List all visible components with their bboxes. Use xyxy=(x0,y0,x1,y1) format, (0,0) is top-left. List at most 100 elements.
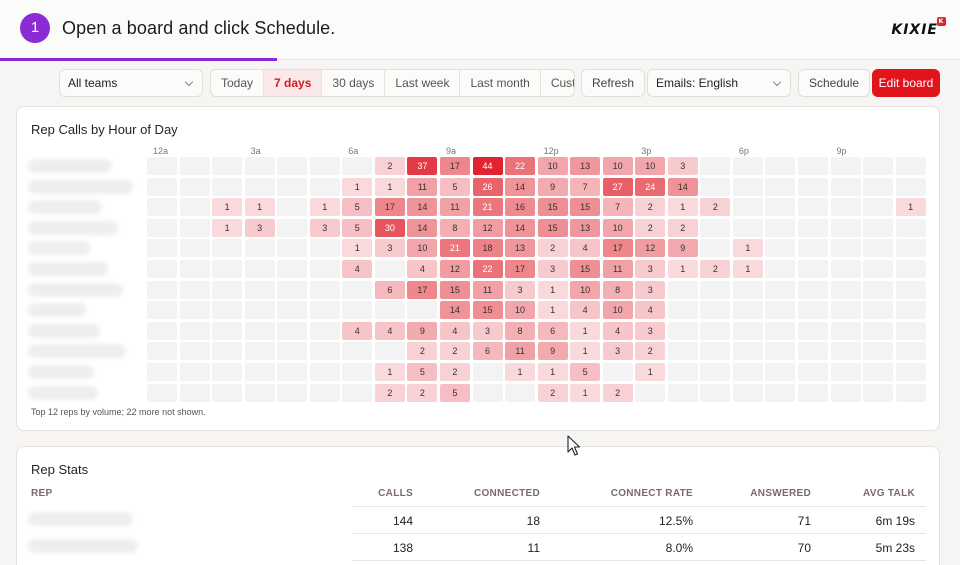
heatmap-cell[interactable]: 1 xyxy=(635,363,666,381)
heatmap-cell[interactable]: 14 xyxy=(439,301,470,320)
heatmap-cell[interactable]: 22 xyxy=(472,260,503,278)
col-header-answered[interactable]: ANSWERED xyxy=(750,488,811,499)
heatmap-cell[interactable]: 2 xyxy=(537,239,568,258)
heatmap-cell[interactable]: 14 xyxy=(667,177,698,196)
heatmap-cell[interactable]: 26 xyxy=(472,177,503,196)
range-today[interactable]: Today xyxy=(211,70,265,96)
edit-board-button[interactable]: Edit board xyxy=(872,69,940,97)
heatmap-cell[interactable]: 44 xyxy=(472,157,503,175)
heatmap-cell[interactable]: 3 xyxy=(602,342,633,361)
heatmap-cell[interactable]: 3 xyxy=(309,218,340,237)
heatmap-cell[interactable]: 4 xyxy=(570,239,601,258)
heatmap-cell[interactable]: 13 xyxy=(570,218,601,237)
heatmap-cell[interactable]: 1 xyxy=(570,342,601,361)
range-last-month[interactable]: Last month xyxy=(460,70,541,96)
range-last-week[interactable]: Last week xyxy=(385,70,461,96)
heatmap-cell[interactable]: 4 xyxy=(374,321,405,340)
heatmap-cell[interactable]: 14 xyxy=(505,218,536,237)
heatmap-cell[interactable]: 10 xyxy=(602,218,633,237)
heatmap-cell[interactable]: 1 xyxy=(732,260,763,278)
heatmap-cell[interactable]: 5 xyxy=(439,177,470,196)
heatmap-cell[interactable]: 1 xyxy=(570,321,601,340)
heatmap-cell[interactable]: 15 xyxy=(439,280,470,299)
heatmap-cell[interactable]: 1 xyxy=(667,260,698,278)
heatmap-cell[interactable]: 27 xyxy=(602,177,633,196)
heatmap-cell[interactable]: 1 xyxy=(374,177,405,196)
heatmap-cell[interactable]: 1 xyxy=(342,177,373,196)
heatmap-cell[interactable]: 14 xyxy=(407,198,438,217)
heatmap-cell[interactable]: 6 xyxy=(472,342,503,361)
heatmap-cell[interactable]: 3 xyxy=(635,321,666,340)
col-header-connect-rate[interactable]: CONNECT RATE xyxy=(610,488,693,499)
heatmap-cell[interactable]: 4 xyxy=(635,301,666,320)
heatmap-cell[interactable]: 10 xyxy=(505,301,536,320)
heatmap-cell[interactable]: 6 xyxy=(374,280,405,299)
heatmap-cell[interactable]: 15 xyxy=(537,198,568,217)
heatmap-cell[interactable]: 12 xyxy=(472,218,503,237)
heatmap-cell[interactable]: 21 xyxy=(472,198,503,217)
heatmap-cell[interactable]: 12 xyxy=(635,239,666,258)
heatmap-cell[interactable]: 15 xyxy=(570,198,601,217)
heatmap-cell[interactable]: 3 xyxy=(537,260,568,278)
heatmap-cell[interactable]: 18 xyxy=(472,239,503,258)
refresh-button[interactable]: Refresh xyxy=(581,69,646,97)
heatmap-cell[interactable]: 2 xyxy=(700,260,731,278)
heatmap-cell[interactable]: 8 xyxy=(439,218,470,237)
heatmap-cell[interactable]: 10 xyxy=(635,157,666,175)
heatmap-cell[interactable]: 17 xyxy=(374,198,405,217)
heatmap-cell[interactable]: 1 xyxy=(212,198,243,217)
heatmap-cell[interactable]: 3 xyxy=(635,260,666,278)
heatmap-cell[interactable]: 4 xyxy=(439,321,470,340)
heatmap-cell[interactable]: 10 xyxy=(570,280,601,299)
heatmap-cell[interactable]: 2 xyxy=(635,218,666,237)
col-header-connected[interactable]: CONNECTED xyxy=(473,488,540,499)
heatmap-cell[interactable]: 1 xyxy=(537,280,568,299)
heatmap-cell[interactable]: 24 xyxy=(635,177,666,196)
heatmap-cell[interactable]: 3 xyxy=(244,218,275,237)
heatmap-cell[interactable]: 17 xyxy=(407,280,438,299)
heatmap-cell[interactable]: 1 xyxy=(537,301,568,320)
col-header-rep[interactable]: REP xyxy=(31,488,53,499)
heatmap-cell[interactable]: 3 xyxy=(667,157,698,175)
heatmap-cell[interactable]: 11 xyxy=(602,260,633,278)
heatmap-cell[interactable]: 6 xyxy=(537,321,568,340)
heatmap-cell[interactable]: 10 xyxy=(602,157,633,175)
heatmap-cell[interactable]: 3 xyxy=(635,280,666,299)
team-select[interactable]: All teams xyxy=(59,69,203,97)
heatmap-cell[interactable]: 3 xyxy=(374,239,405,258)
heatmap-cell[interactable]: 37 xyxy=(407,157,438,175)
heatmap-cell[interactable]: 2 xyxy=(635,342,666,361)
heatmap-cell[interactable]: 2 xyxy=(374,157,405,175)
range-30-days[interactable]: 30 days xyxy=(322,70,386,96)
heatmap-cell[interactable]: 2 xyxy=(667,218,698,237)
heatmap-cell[interactable]: 30 xyxy=(374,218,405,237)
heatmap-cell[interactable]: 1 xyxy=(374,363,405,381)
heatmap-cell[interactable]: 4 xyxy=(570,301,601,320)
heatmap-cell[interactable]: 2 xyxy=(700,198,731,217)
email-language-select[interactable]: Emails: English xyxy=(647,69,791,97)
heatmap-cell[interactable]: 1 xyxy=(667,198,698,217)
heatmap-cell[interactable]: 4 xyxy=(342,260,373,278)
heatmap-cell[interactable]: 4 xyxy=(407,260,438,278)
heatmap-cell[interactable]: 8 xyxy=(602,280,633,299)
heatmap-cell[interactable]: 1 xyxy=(537,363,568,381)
heatmap-cell[interactable]: 9 xyxy=(537,342,568,361)
heatmap-cell[interactable]: 11 xyxy=(472,280,503,299)
col-header-calls[interactable]: CALLS xyxy=(378,488,413,499)
heatmap-cell[interactable]: 8 xyxy=(505,321,536,340)
heatmap-cell[interactable]: 15 xyxy=(570,260,601,278)
heatmap-cell[interactable]: 5 xyxy=(439,383,470,402)
heatmap-cell[interactable]: 4 xyxy=(602,321,633,340)
heatmap-cell[interactable]: 9 xyxy=(667,239,698,258)
heatmap-cell[interactable]: 1 xyxy=(895,198,926,217)
heatmap-cell[interactable]: 2 xyxy=(407,383,438,402)
heatmap-cell[interactable]: 15 xyxy=(537,218,568,237)
heatmap-cell[interactable]: 2 xyxy=(635,198,666,217)
heatmap-cell[interactable]: 17 xyxy=(439,157,470,175)
heatmap-cell[interactable]: 2 xyxy=(374,383,405,402)
heatmap-cell[interactable]: 11 xyxy=(439,198,470,217)
heatmap-cell[interactable]: 17 xyxy=(602,239,633,258)
heatmap-cell[interactable]: 11 xyxy=(407,177,438,196)
heatmap-cell[interactable]: 2 xyxy=(537,383,568,402)
heatmap-cell[interactable]: 17 xyxy=(505,260,536,278)
